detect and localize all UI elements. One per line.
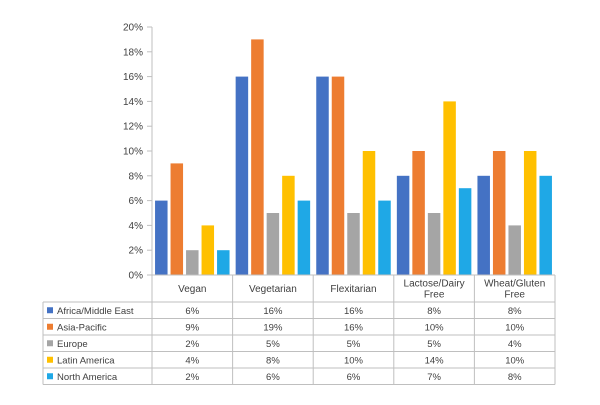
bar [297, 200, 311, 275]
y-tick-label: 0% [129, 271, 144, 282]
data-label: 8% [508, 372, 522, 383]
bar [331, 76, 345, 275]
legend-label: Latin America [57, 355, 115, 366]
y-tick-label: 16% [123, 72, 143, 83]
bar [443, 101, 456, 276]
bar [201, 225, 215, 275]
data-label: 8% [508, 306, 522, 317]
category-label: Free [504, 290, 525, 301]
y-axis-tick-labels: 0% 2% 4% 6% 8% 10% 12% 14% 16% 18% 20% [123, 23, 153, 282]
bar [282, 175, 295, 275]
bar [186, 250, 199, 275]
y-tick-label: 14% [123, 97, 143, 108]
data-label: 10% [425, 322, 445, 333]
y-tick-label: 6% [129, 196, 144, 207]
category-label: Vegan [178, 284, 206, 295]
data-label: 10% [505, 322, 525, 333]
y-tick-label: 18% [123, 47, 143, 58]
bar [477, 175, 490, 275]
y-tick-label: 4% [129, 221, 144, 232]
bar [523, 151, 537, 275]
legend-label: Asia-Pacific [57, 322, 107, 333]
y-tick-label: 10% [123, 147, 143, 158]
bar [427, 213, 441, 275]
data-label: 5% [266, 339, 280, 350]
category-label: Lactose/Dairy [404, 279, 465, 290]
data-label: 2% [185, 372, 199, 383]
category-label: Flexitarian [330, 284, 376, 295]
data-label: 8% [427, 306, 441, 317]
bar [458, 188, 472, 275]
y-tick-label: 2% [129, 246, 144, 257]
bar [362, 151, 376, 275]
data-label: 7% [427, 372, 441, 383]
y-tick-label: 8% [129, 171, 144, 182]
bar [266, 213, 280, 275]
legend-swatch [47, 373, 53, 380]
bar [347, 213, 360, 275]
bar [217, 250, 230, 275]
bar [539, 175, 552, 275]
legend-label: North America [57, 372, 118, 383]
data-label: 5% [347, 339, 361, 350]
bar [492, 151, 506, 275]
data-table: Vegan Vegetarian Flexitarian Lactose/DairyF… [42, 274, 556, 385]
y-tick-label: 12% [123, 122, 143, 133]
data-label: 10% [505, 355, 525, 366]
bar [508, 225, 521, 275]
y-tick-label: 20% [123, 23, 143, 34]
category-label: Vegetarian [249, 284, 297, 295]
bar [316, 76, 329, 275]
bar [378, 200, 391, 275]
data-label: 6% [185, 306, 199, 317]
data-label: 8% [266, 355, 280, 366]
legend-label: Africa/Middle East [57, 306, 134, 317]
data-label: 5% [427, 339, 441, 350]
category-label: Free [424, 290, 445, 301]
data-label: 4% [508, 339, 522, 350]
data-label: 6% [347, 372, 361, 383]
data-label: 4% [185, 355, 199, 366]
data-label: 9% [185, 322, 199, 333]
bar [235, 76, 249, 275]
legend-label: Europe [57, 339, 88, 350]
data-label: 10% [344, 355, 364, 366]
data-label: 16% [344, 322, 364, 333]
data-label: 6% [266, 372, 280, 383]
legend-swatch [47, 356, 53, 363]
legend-swatch [47, 323, 53, 330]
data-label: 16% [263, 306, 283, 317]
bars [155, 39, 552, 276]
data-label: 2% [185, 339, 199, 350]
bar [412, 151, 425, 275]
bar [251, 39, 264, 276]
bar [170, 163, 184, 275]
data-label: 19% [263, 322, 283, 333]
legend-swatch [47, 307, 53, 314]
bar [396, 175, 410, 275]
legend-swatch [47, 340, 53, 347]
data-label: 14% [425, 355, 445, 366]
category-label: Wheat/Gluten [484, 279, 545, 290]
data-label: 16% [344, 306, 364, 317]
bar [155, 200, 168, 275]
